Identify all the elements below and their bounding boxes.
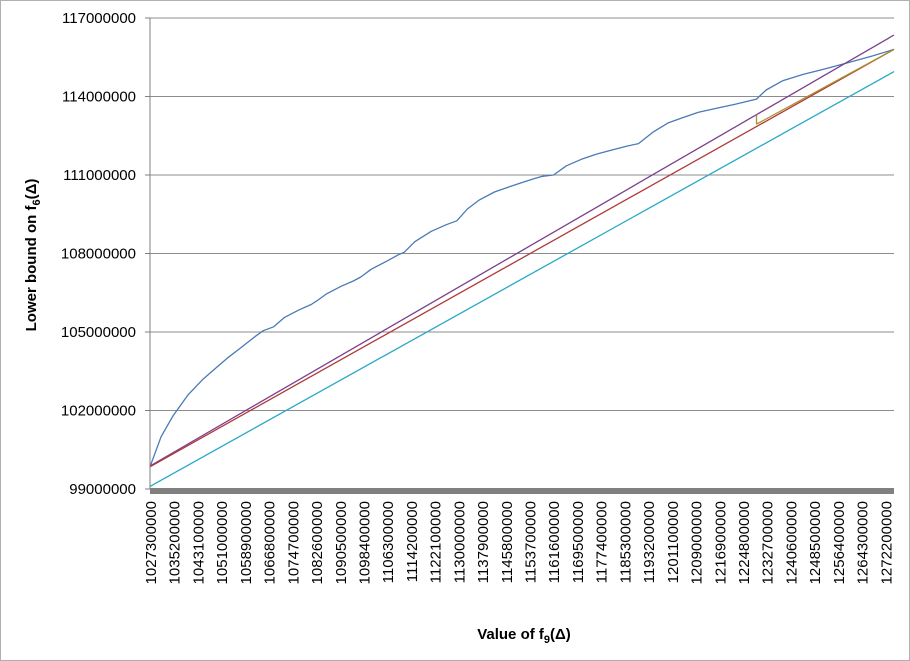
x-tick-label: 1082600000 (309, 501, 326, 584)
x-tick-label: 1090500000 (333, 501, 350, 584)
x-axis-title-tail: (Δ) (550, 626, 571, 643)
x-tick-label: 1145800000 (499, 501, 516, 583)
x-tick-label: 1248500000 (807, 501, 824, 584)
x-tick-label: 1098400000 (356, 501, 373, 584)
x-tick-label: 1051000000 (214, 501, 231, 584)
series-line-1 (149, 48, 895, 468)
y-tick-label: 117000000 (62, 10, 136, 27)
x-tick-label: 1185300000 (617, 501, 634, 583)
x-tick-label: 1169500000 (570, 501, 587, 583)
x-axis-title-subscript: 9 (544, 634, 550, 646)
x-axis-title: Value of f9(Δ) (477, 626, 571, 646)
y-axis-title: Lower bound on f6(Δ) (23, 179, 43, 332)
series-line-4 (149, 71, 895, 487)
x-tick-label: 1232700000 (760, 501, 777, 584)
y-axis-title-tail: (Δ) (23, 179, 40, 200)
x-tick-label: 1224800000 (736, 501, 753, 584)
y-tick-label: 111000000 (63, 167, 136, 184)
y-axis-title-main: Lower bound on f (23, 205, 40, 332)
y-tick-label: 102000000 (61, 403, 136, 420)
x-tick-label: 1256400000 (831, 501, 848, 584)
x-tick-label: 1074700000 (285, 501, 302, 584)
x-tick-label: 1240600000 (783, 501, 800, 584)
gridlines (145, 17, 894, 490)
y-tick-label: 108000000 (61, 246, 136, 263)
x-tick-label: 1201100000 (665, 501, 682, 583)
x-tick-label: 1209000000 (689, 501, 706, 584)
x-tick-label: 1272200000 (878, 501, 895, 584)
x-tick-label: 1193200000 (641, 501, 658, 583)
x-tick-label: 1058900000 (238, 501, 255, 584)
series-line-5 (755, 48, 895, 125)
y-tick-label: 99000000 (69, 481, 136, 498)
x-tick-labels: 1027300000 1035200000 1043100000 1051000000… (143, 501, 895, 584)
x-axis-line (150, 488, 894, 494)
x-tick-label: 1066800000 (262, 501, 279, 584)
x-tick-label: 1216900000 (712, 501, 729, 584)
x-tick-label: 1106300000 (380, 501, 397, 583)
series-line-3 (149, 48, 895, 468)
series-lines (149, 34, 895, 487)
x-tick-label: 1161600000 (546, 501, 563, 583)
y-tick-label: 114000000 (62, 89, 136, 106)
y-tick-label: 105000000 (61, 324, 136, 341)
series-line-2 (149, 34, 895, 467)
x-tick-label: 1114200000 (404, 501, 421, 582)
x-tick-label: 1027300000 (143, 501, 160, 584)
y-tick-labels: 99000000 102000000 105000000 108000000 11100… (61, 10, 136, 498)
x-tick-label: 1130000000 (451, 501, 468, 583)
x-tick-label: 1177400000 (594, 501, 611, 583)
x-tick-label: 1153700000 (523, 501, 540, 583)
x-tick-label: 1035200000 (167, 501, 184, 584)
x-tick-label: 1264300000 (855, 501, 872, 584)
x-tick-label: 1137900000 (475, 501, 492, 583)
x-axis-title-main: Value of f (477, 626, 545, 643)
x-tick-label: 1122100000 (428, 501, 445, 583)
x-tick-label: 1043100000 (190, 501, 207, 584)
y-axis-title-subscript: 6 (31, 199, 43, 205)
